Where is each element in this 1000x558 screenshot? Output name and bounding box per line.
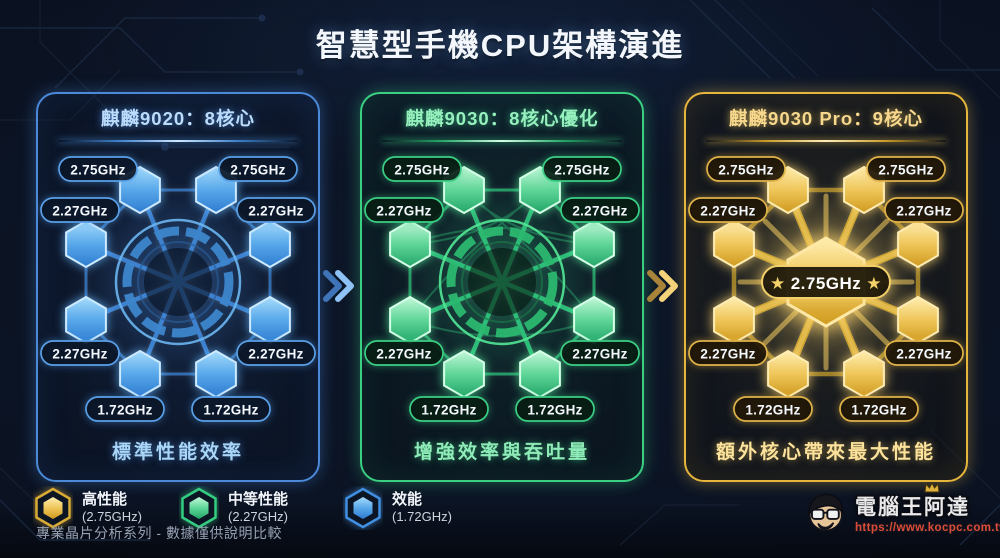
watermark-site-name: 電腦王阿達 (855, 495, 970, 519)
core-frequency-badge: 2.27GHz (236, 197, 316, 223)
panel-heading: 麒麟9030：8核心優化 (405, 108, 599, 129)
core-frequency-badge: 2.27GHz (364, 197, 444, 223)
svg-text:2.27GHz: 2.27GHz (376, 204, 431, 219)
svg-text:2.75GHz: 2.75GHz (70, 163, 125, 178)
core-frequency-badge: 2.75GHz (218, 156, 298, 182)
svg-text:2.27GHz: 2.27GHz (700, 347, 755, 362)
svg-text:2.27GHz: 2.27GHz (572, 347, 627, 362)
panel-caption: 標準性能效率 (111, 442, 244, 463)
core-frequency-badge: 2.27GHz (560, 197, 640, 223)
core-frequency-badge: 2.75GHz (542, 156, 622, 182)
svg-text:2.27GHz: 2.27GHz (896, 347, 951, 362)
legend-item-high-performance: 高性能 (2.75GHz) (33, 486, 142, 530)
kirin-9030-pro-panel: 麒麟9030 Pro：9核心 (684, 92, 968, 482)
core-frequency-badge: 2.27GHz (688, 340, 768, 366)
crown-icon (924, 481, 940, 492)
svg-text:2.75GHz: 2.75GHz (878, 163, 933, 178)
svg-text:★2.75GHz★: ★ 2.75GHz ★ (770, 274, 882, 293)
svg-text:2.75GHz: 2.75GHz (230, 163, 285, 178)
svg-text:2.27GHz: 2.27GHz (52, 204, 107, 219)
svg-text:2.75GHz: 2.75GHz (394, 163, 449, 178)
footer-disclaimer: 專業晶片分析系列 - 數據僅供說明比較 (36, 525, 282, 541)
svg-text:2.27GHz: 2.27GHz (376, 347, 431, 362)
svg-text:2.27GHz: 2.27GHz (700, 204, 755, 219)
svg-text:2.75GHz: 2.75GHz (718, 163, 773, 178)
svg-text:1.72GHz: 1.72GHz (527, 403, 582, 418)
legend-sublabel: (2.75GHz) (82, 509, 142, 525)
svg-text:1.72GHz: 1.72GHz (745, 403, 800, 418)
core-frequency-badge: 2.75GHz (866, 156, 946, 182)
core-frequency-badge: 1.72GHz (85, 396, 165, 422)
core-frequency-badge: 2.75GHz (58, 156, 138, 182)
center-ring (114, 218, 242, 346)
core-frequency-badge: 2.27GHz (884, 197, 964, 223)
core-frequency-badge: 2.27GHz (236, 340, 316, 366)
core-diagram-9030: 2.75GHz 2.75GHz 2.27GHz 2.27GHz 2.27GHz … (364, 156, 640, 422)
legend-sublabel: (1.72GHz) (392, 509, 452, 525)
core-frequency-badge: 2.27GHz (688, 197, 768, 223)
kirin-9020-panel: 麒麟9020：8核心 2.75GHz 2.75GHz 2.2 (36, 92, 320, 482)
legend-sublabel: (2.27GHz) (228, 509, 288, 525)
core-frequency-badge: 2.27GHz (364, 340, 444, 366)
svg-text:2.27GHz: 2.27GHz (52, 347, 107, 362)
svg-text:1.72GHz: 1.72GHz (97, 403, 152, 418)
prime-core-frequency-badge: ★ 2.75GHz ★ (761, 265, 891, 299)
core-frequency-badge: 1.72GHz (409, 396, 489, 422)
hexagon-icon (345, 487, 381, 529)
svg-text:2.27GHz: 2.27GHz (248, 347, 303, 362)
core-diagram-9030-pro: ★ 2.75GHz ★ 2.75GHz 2.75GHz 2.27GHz 2.27GH… (688, 156, 964, 422)
core-frequency-badge: 1.72GHz (191, 396, 271, 422)
heading-divider (57, 140, 299, 142)
core-diagram-9020: 2.75GHz 2.75GHz 2.27GHz 2.27GHz 2.27GHz … (40, 156, 316, 422)
panel-caption: 增強效率與吞吐量 (413, 442, 590, 463)
site-watermark: 電腦王阿達 https://www.kocpc.com.tw/ (802, 481, 1000, 537)
center-ring (438, 218, 566, 346)
core-frequency-badge: 2.75GHz (382, 156, 462, 182)
svg-text:1.72GHz: 1.72GHz (421, 403, 476, 418)
watermark-site-url: https://www.kocpc.com.tw/ (855, 521, 1000, 534)
svg-text:2.27GHz: 2.27GHz (248, 204, 303, 219)
core-frequency-badge: 1.72GHz (515, 396, 595, 422)
svg-text:2.75GHz: 2.75GHz (554, 163, 609, 178)
svg-text:2.27GHz: 2.27GHz (572, 204, 627, 219)
core-frequency-badge: 1.72GHz (839, 396, 919, 422)
core-frequency-badge: 2.27GHz (40, 340, 120, 366)
core-frequency-badge: 2.27GHz (884, 340, 964, 366)
svg-text:2.27GHz: 2.27GHz (896, 204, 951, 219)
svg-text:1.72GHz: 1.72GHz (203, 403, 258, 418)
legend-item-mid-performance: 中等性能 (2.27GHz) (179, 486, 288, 530)
heading-divider (381, 140, 623, 142)
legend-label: 效能 (392, 490, 423, 508)
svg-text:1.72GHz: 1.72GHz (851, 403, 906, 418)
page-title: 智慧型手機CPU架構演進 (315, 28, 685, 63)
core-frequency-badge: 2.27GHz (560, 340, 640, 366)
panel-heading: 麒麟9020：8核心 (101, 108, 255, 129)
legend-label: 高性能 (82, 490, 128, 508)
panel-heading: 麒麟9030 Pro：9核心 (729, 108, 923, 129)
legend-label: 中等性能 (228, 490, 289, 508)
legend-item-efficiency: 效能 (1.72GHz) (343, 486, 452, 530)
heading-divider (705, 140, 947, 142)
panel-caption: 額外核心帶來最大性能 (715, 442, 936, 463)
kirin-9030-panel: 麒麟9030：8核心優化 (360, 92, 644, 482)
core-frequency-badge: 1.72GHz (733, 396, 813, 422)
evolution-arrow-icon (323, 270, 354, 302)
core-frequency-badge: 2.27GHz (40, 197, 120, 223)
core-frequency-badge: 2.75GHz (706, 156, 786, 182)
mascot-avatar (808, 493, 844, 532)
evolution-arrow-icon (647, 270, 678, 302)
